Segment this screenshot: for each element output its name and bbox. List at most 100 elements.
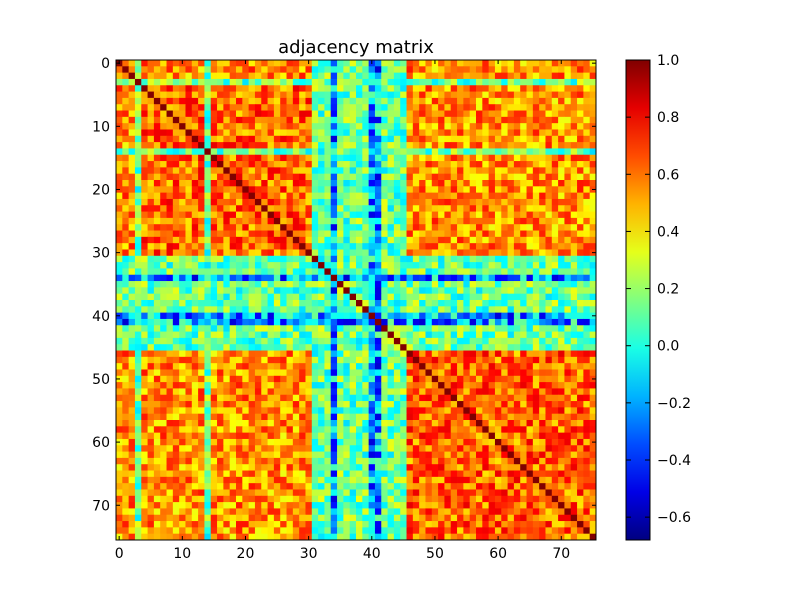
heatmap-cell [147, 464, 155, 471]
heatmap-cell [589, 161, 597, 168]
heatmap-cell [589, 198, 597, 206]
heatmap-cell [444, 236, 452, 244]
heatmap-cell [198, 337, 205, 345]
heatmap-cell [501, 350, 508, 358]
heatmap-cell [343, 312, 351, 320]
heatmap-cell [147, 78, 155, 86]
heatmap-cell [577, 78, 584, 86]
heatmap-cell [160, 274, 167, 282]
heatmap-cell [160, 306, 167, 314]
heatmap-cell [577, 363, 584, 370]
heatmap-cell [532, 300, 540, 307]
heatmap-cell [141, 60, 148, 67]
heatmap-cell [494, 451, 502, 459]
heatmap-cell [539, 382, 546, 389]
heatmap-cell [286, 344, 294, 351]
heatmap-cell [520, 281, 527, 288]
heatmap-cell [204, 180, 212, 187]
heatmap-cell [116, 281, 123, 288]
heatmap-cell [324, 230, 332, 238]
heatmap-cell [393, 312, 401, 320]
heatmap-cell [393, 262, 401, 269]
heatmap-cell [438, 382, 445, 389]
heatmap-cell [463, 281, 471, 288]
heatmap-cell [141, 205, 148, 212]
heatmap-cell [539, 401, 546, 408]
heatmap-cell [400, 268, 407, 276]
heatmap-cell [147, 369, 155, 377]
heatmap-cell [337, 224, 344, 231]
heatmap-cell [412, 281, 420, 288]
heatmap-cell [311, 161, 319, 168]
heatmap-cell [476, 350, 483, 358]
heatmap-cell [324, 123, 332, 130]
heatmap-cell [469, 262, 477, 269]
heatmap-cell [122, 464, 130, 471]
heatmap-cell [444, 413, 452, 421]
heatmap-cell [589, 306, 597, 314]
heatmap-cell [356, 85, 363, 92]
heatmap-cell [482, 413, 490, 421]
heatmap-cell [539, 85, 546, 92]
heatmap-cell [412, 167, 420, 175]
heatmap-cell [299, 236, 306, 244]
heatmap-cell [267, 407, 275, 415]
heatmap-cell [520, 325, 527, 332]
heatmap-cell [280, 85, 287, 92]
heatmap-cell [406, 161, 414, 168]
heatmap-cell [134, 401, 142, 408]
heatmap-cell [488, 331, 496, 339]
heatmap-cell [116, 161, 123, 168]
heatmap-cell [273, 262, 281, 269]
heatmap-cell [349, 116, 357, 124]
heatmap-cell [463, 255, 471, 263]
heatmap-cell [153, 173, 161, 181]
heatmap-cell [438, 268, 445, 276]
heatmap-cell [236, 161, 243, 168]
heatmap-cell [229, 281, 237, 288]
heatmap-cell [236, 173, 243, 181]
heatmap-cell [438, 426, 445, 434]
heatmap-cell [419, 451, 426, 459]
heatmap-cell [324, 243, 332, 250]
heatmap-cell [419, 72, 426, 80]
heatmap-cell [444, 142, 452, 149]
heatmap-cell [330, 445, 338, 452]
heatmap-cell [539, 356, 546, 364]
heatmap-cell [425, 129, 433, 137]
heatmap-cell [179, 255, 186, 263]
heatmap-cell [457, 262, 464, 269]
heatmap-cell [400, 97, 407, 105]
heatmap-cell [242, 388, 250, 396]
heatmap-cell [229, 161, 237, 168]
heatmap-cell [172, 85, 180, 92]
heatmap-cell [513, 281, 521, 288]
heatmap-cell [305, 382, 313, 389]
heatmap-cell [551, 356, 559, 364]
heatmap-cell [400, 129, 407, 137]
heatmap-cell [198, 78, 205, 86]
heatmap-cell [198, 401, 205, 408]
heatmap-cell [160, 97, 167, 105]
heatmap-cell [166, 211, 174, 219]
heatmap-cell [242, 470, 250, 478]
heatmap-cell [305, 293, 313, 301]
heatmap-cell [393, 350, 401, 358]
heatmap-cell [583, 262, 591, 269]
heatmap-cell [179, 129, 186, 137]
heatmap-cell [134, 224, 142, 231]
heatmap-cell [387, 388, 395, 396]
heatmap-cell [501, 306, 508, 314]
heatmap-cell [513, 344, 521, 351]
heatmap-cell [457, 180, 464, 187]
heatmap-cell [589, 401, 597, 408]
heatmap-cell [412, 78, 420, 86]
heatmap-cell [545, 262, 553, 269]
heatmap-cell [400, 344, 407, 351]
heatmap-cell [254, 123, 262, 130]
heatmap-cell [141, 217, 148, 225]
heatmap-cell [330, 66, 338, 74]
heatmap-cell [292, 224, 300, 231]
heatmap-cell [419, 318, 426, 326]
heatmap-cell [172, 135, 180, 143]
